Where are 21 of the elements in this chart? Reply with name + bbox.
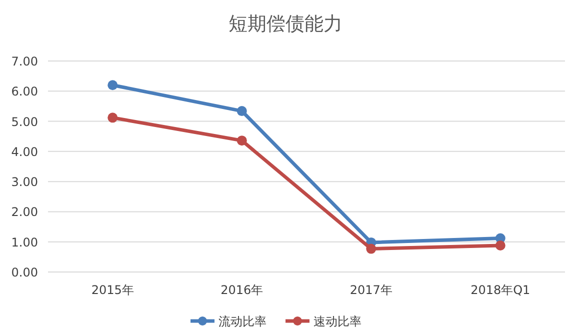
x-tick-label: 2017年 [350, 283, 392, 297]
y-tick-label: 5.00 [11, 114, 38, 129]
y-tick-label: 2.00 [11, 205, 38, 220]
x-tick-label: 2016年 [220, 283, 264, 297]
x-tick-label: 2018年Q1 [470, 283, 530, 297]
y-tick-label: 4.00 [11, 144, 38, 159]
y-tick-label: 1.00 [11, 235, 38, 250]
y-tick-label: 3.00 [11, 175, 38, 190]
point [366, 244, 376, 254]
y-tick-label: 6.00 [11, 84, 38, 99]
x-tick-label: 2015年 [91, 283, 134, 297]
chart-title: 短期偿债能力 [228, 13, 342, 35]
point [236, 106, 247, 116]
point [495, 240, 506, 250]
point [108, 80, 118, 90]
y-tick-label: 7.00 [11, 54, 38, 68]
legend-label: 流动比率 [218, 314, 266, 328]
legend-label: 速动比率 [314, 314, 362, 328]
point [236, 136, 247, 146]
y-tick-label: 0.00 [11, 266, 38, 280]
point [108, 112, 118, 123]
